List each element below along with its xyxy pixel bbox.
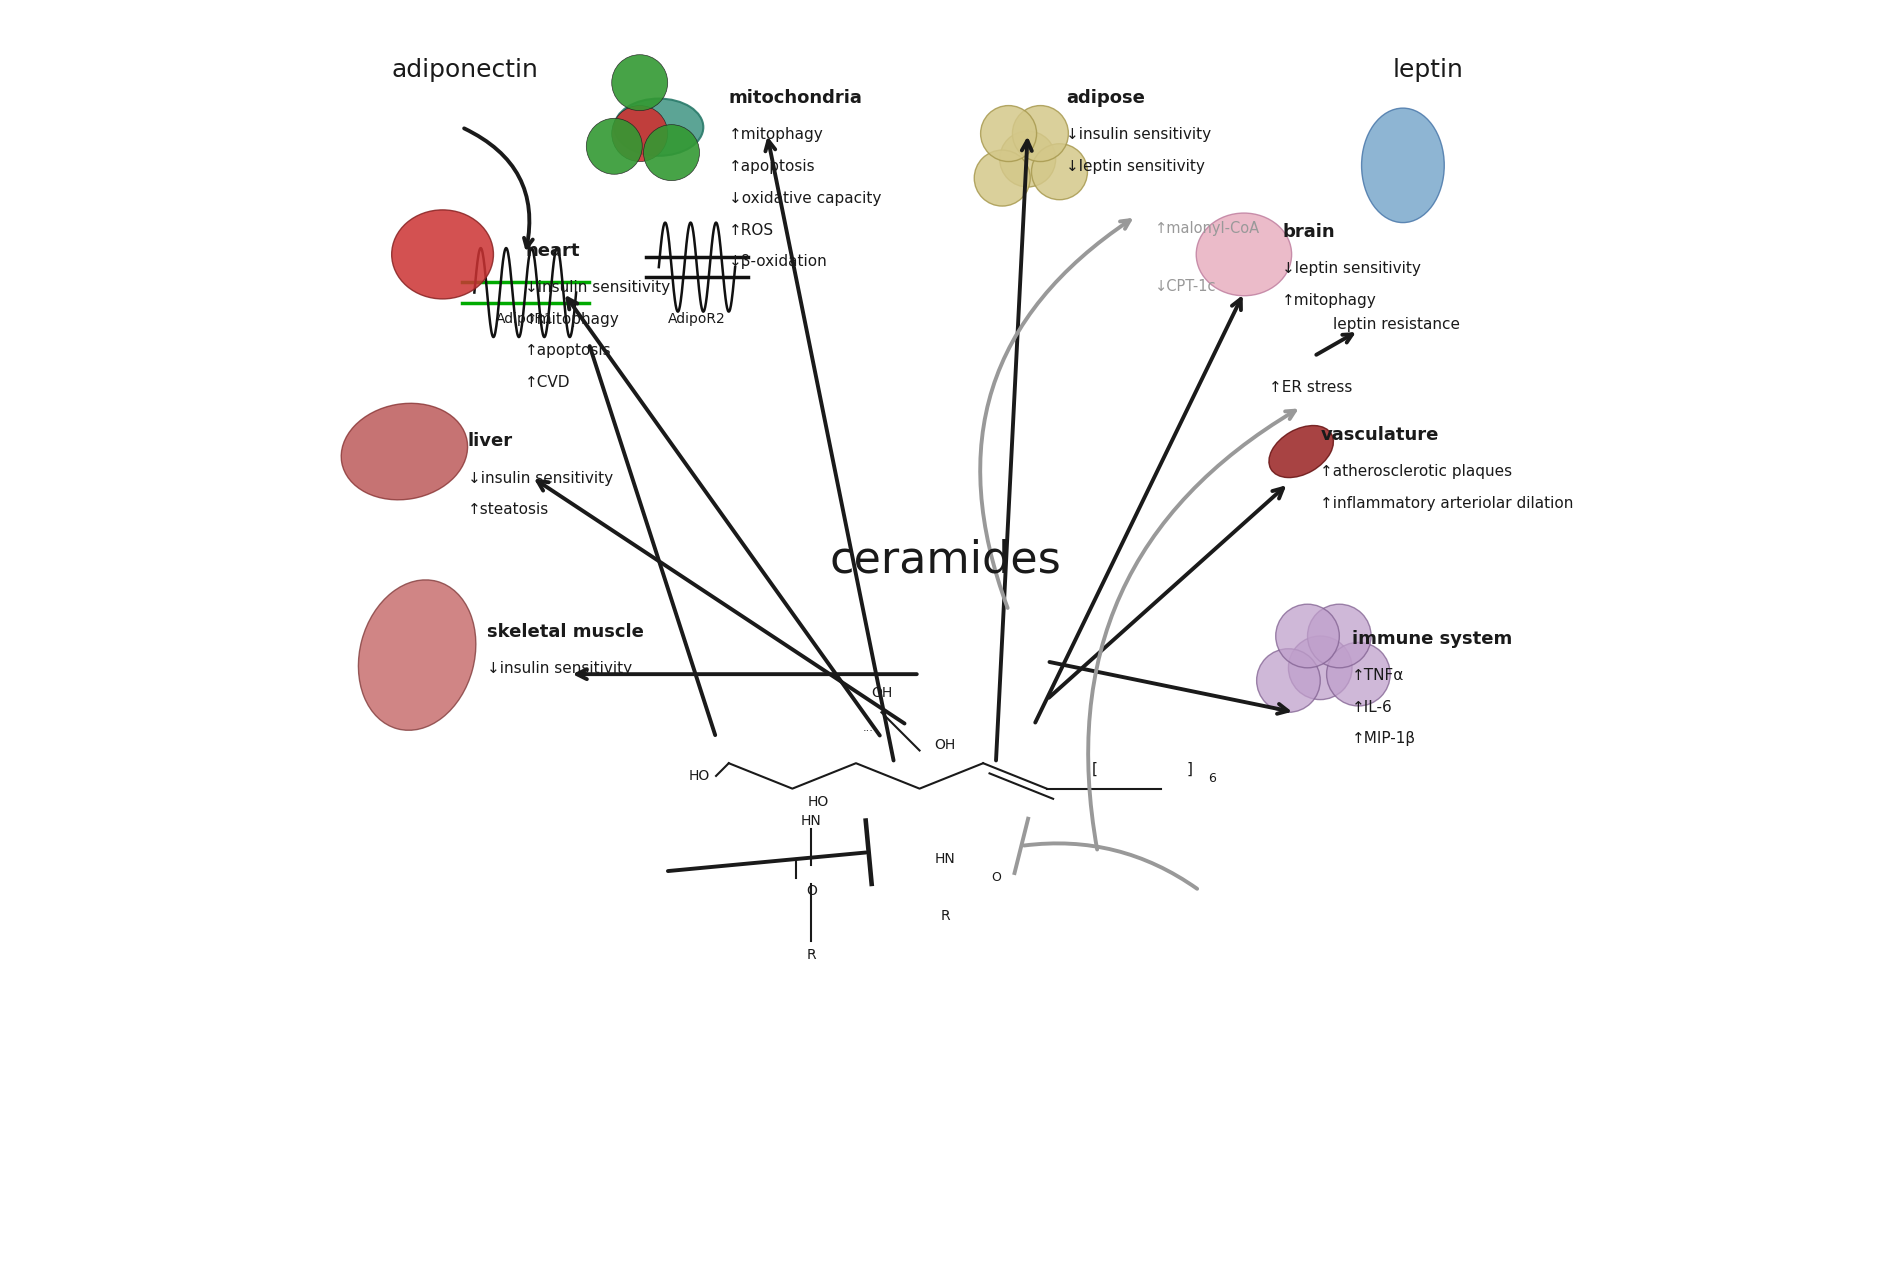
Text: [: [	[1092, 762, 1098, 777]
Ellipse shape	[342, 403, 467, 500]
Ellipse shape	[614, 98, 703, 155]
Text: adiponectin: adiponectin	[391, 59, 538, 81]
Ellipse shape	[359, 580, 476, 730]
Circle shape	[612, 55, 667, 111]
Text: HN: HN	[801, 814, 822, 828]
Text: liver: liver	[468, 432, 512, 450]
Text: OH: OH	[933, 738, 956, 752]
Text: ↑ER stress: ↑ER stress	[1269, 380, 1353, 396]
Text: ↑malonyl-CoA: ↑malonyl-CoA	[1154, 221, 1260, 237]
Text: O: O	[990, 871, 1001, 884]
Text: ···: ···	[863, 726, 873, 736]
Text: ↑MIP-1β: ↑MIP-1β	[1351, 731, 1415, 747]
Text: ↓insulin sensitivity: ↓insulin sensitivity	[525, 280, 671, 295]
Text: O: O	[805, 884, 816, 898]
Text: AdipoR2: AdipoR2	[667, 312, 725, 326]
Text: ↓insulin sensitivity: ↓insulin sensitivity	[1065, 127, 1211, 142]
Text: ↑apoptosis: ↑apoptosis	[525, 343, 612, 359]
Circle shape	[1275, 604, 1339, 668]
Circle shape	[612, 106, 667, 162]
Text: leptin: leptin	[1392, 59, 1462, 81]
Circle shape	[1326, 642, 1390, 706]
Text: ↑IL-6: ↑IL-6	[1351, 700, 1392, 715]
Text: mitochondria: mitochondria	[729, 89, 861, 107]
Text: ↑atherosclerotic plaques: ↑atherosclerotic plaques	[1320, 464, 1511, 480]
Circle shape	[1307, 604, 1370, 668]
Text: immune system: immune system	[1351, 630, 1511, 647]
Text: 6: 6	[1207, 772, 1215, 785]
Text: ↑mitophagy: ↑mitophagy	[729, 127, 824, 142]
Circle shape	[999, 131, 1056, 187]
Circle shape	[586, 118, 642, 174]
Text: ↓oxidative capacity: ↓oxidative capacity	[729, 191, 880, 206]
Text: vasculature: vasculature	[1320, 426, 1438, 444]
Text: ↑inflammatory arteriolar dilation: ↑inflammatory arteriolar dilation	[1320, 496, 1574, 511]
Text: ↓insulin sensitivity: ↓insulin sensitivity	[487, 661, 631, 677]
Text: skeletal muscle: skeletal muscle	[487, 623, 644, 641]
Text: ↓leptin sensitivity: ↓leptin sensitivity	[1065, 159, 1203, 174]
Circle shape	[980, 106, 1035, 162]
Text: ↓CPT-1c: ↓CPT-1c	[1154, 279, 1217, 294]
Text: ↓leptin sensitivity: ↓leptin sensitivity	[1281, 261, 1421, 276]
Text: HN: HN	[935, 852, 954, 866]
Circle shape	[1013, 106, 1067, 162]
Ellipse shape	[391, 210, 493, 299]
Text: leptin resistance: leptin resistance	[1332, 317, 1460, 332]
Text: ↓insulin sensitivity: ↓insulin sensitivity	[468, 471, 612, 486]
Text: brain: brain	[1281, 223, 1334, 240]
Text: ↑mitophagy: ↑mitophagy	[1281, 293, 1375, 308]
Text: heart: heart	[525, 242, 580, 259]
Text: R: R	[939, 909, 950, 923]
Text: HO: HO	[688, 768, 708, 784]
Text: HO: HO	[807, 795, 827, 809]
Ellipse shape	[1360, 108, 1443, 223]
Text: ↑CVD: ↑CVD	[525, 375, 570, 391]
Text: R: R	[807, 948, 816, 962]
Ellipse shape	[1196, 212, 1290, 295]
Text: adipose: adipose	[1065, 89, 1145, 107]
Text: ↑ROS: ↑ROS	[729, 223, 773, 238]
Text: ]: ]	[1186, 762, 1192, 777]
Text: AdipoR1: AdipoR1	[497, 312, 553, 326]
Text: ↑TNFα: ↑TNFα	[1351, 668, 1404, 683]
Circle shape	[642, 125, 699, 181]
Ellipse shape	[1268, 426, 1334, 477]
Text: ceramides: ceramides	[829, 538, 1060, 581]
Text: ↑steatosis: ↑steatosis	[468, 502, 550, 518]
Text: ↑apoptosis: ↑apoptosis	[729, 159, 814, 174]
Circle shape	[1256, 649, 1320, 712]
Text: OH: OH	[871, 686, 892, 700]
Circle shape	[1288, 636, 1351, 700]
Circle shape	[1031, 144, 1086, 200]
Circle shape	[973, 150, 1030, 206]
Text: ↑mitophagy: ↑mitophagy	[525, 312, 620, 327]
Text: ↓β-oxidation: ↓β-oxidation	[729, 254, 827, 270]
